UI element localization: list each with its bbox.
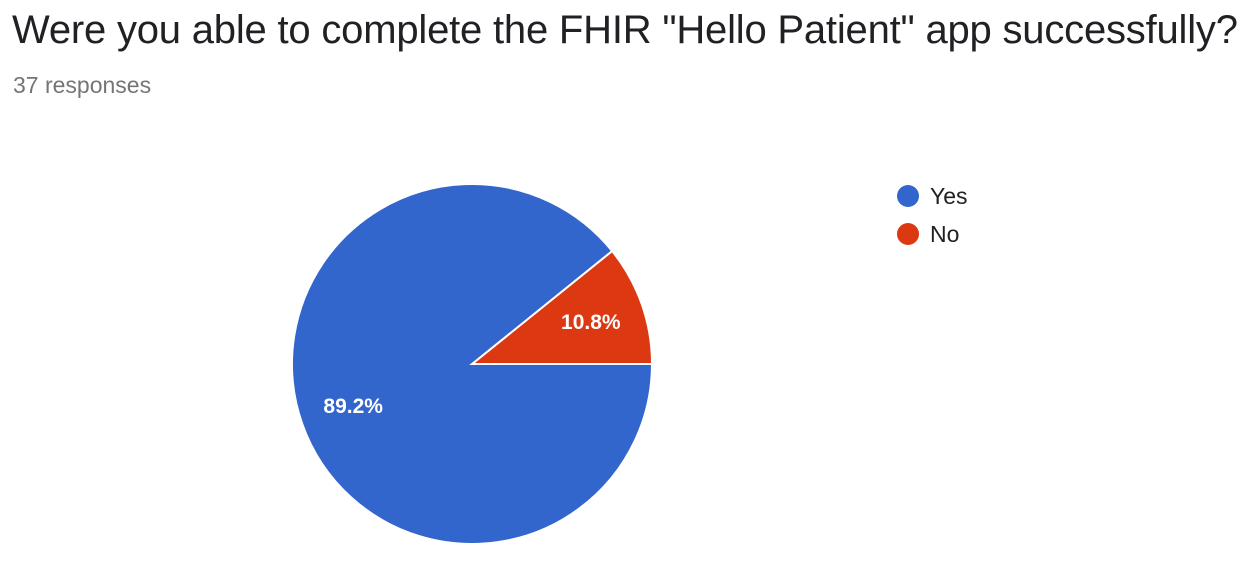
pie-slice-yes[interactable] [291, 183, 654, 545]
slice-labels: 10.8% 89.2% [323, 311, 621, 418]
slice-label-no: 10.8% [561, 311, 621, 334]
slice-label-yes: 89.2% [323, 395, 383, 418]
legend-swatch-no [897, 223, 919, 245]
legend-swatch-yes [897, 185, 919, 207]
legend-label-no: No [930, 221, 959, 247]
pie-slice-no[interactable] [469, 249, 654, 365]
legend-item-no[interactable]: No [897, 221, 959, 247]
chart-legend: Yes No [897, 183, 968, 247]
legend-item-yes[interactable]: Yes [897, 183, 968, 209]
response-count: 37 responses [13, 72, 152, 98]
pie-slices [291, 183, 654, 545]
question-title: Were you able to complete the FHIR "Hell… [12, 8, 1238, 52]
legend-label-yes: Yes [930, 183, 968, 209]
